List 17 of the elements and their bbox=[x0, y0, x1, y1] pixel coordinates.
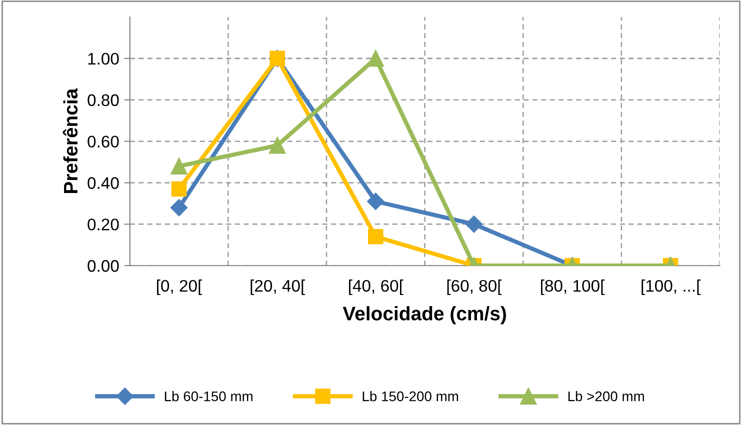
legend-label: Lb 60-150 mm bbox=[164, 391, 252, 402]
x-tick-label: [0, 20[ bbox=[157, 280, 202, 296]
y-tick-label: 0.80 bbox=[88, 94, 119, 106]
y-tick-label: 0.60 bbox=[88, 136, 119, 148]
y-tick-label: 0.00 bbox=[88, 260, 119, 272]
y-axis-title: Preferência bbox=[62, 88, 78, 193]
y-tick-label: 0.20 bbox=[88, 218, 119, 230]
x-tick-label: [80, 100[ bbox=[541, 280, 605, 296]
x-axis-title: Velocidade (cm/s) bbox=[342, 306, 506, 324]
x-tick-label: [60, 80[ bbox=[447, 280, 502, 296]
x-tick-label: [20, 40[ bbox=[250, 280, 305, 296]
legend-label: Lb >200 mm bbox=[568, 391, 644, 402]
legend-label: Lb 150-200 mm bbox=[362, 391, 458, 402]
x-tick-label: [40, 60[ bbox=[349, 280, 404, 296]
x-tick-label: [100, ...[ bbox=[642, 280, 701, 296]
y-tick-label: 0.40 bbox=[88, 177, 119, 189]
y-tick-label: 1.00 bbox=[88, 52, 119, 65]
